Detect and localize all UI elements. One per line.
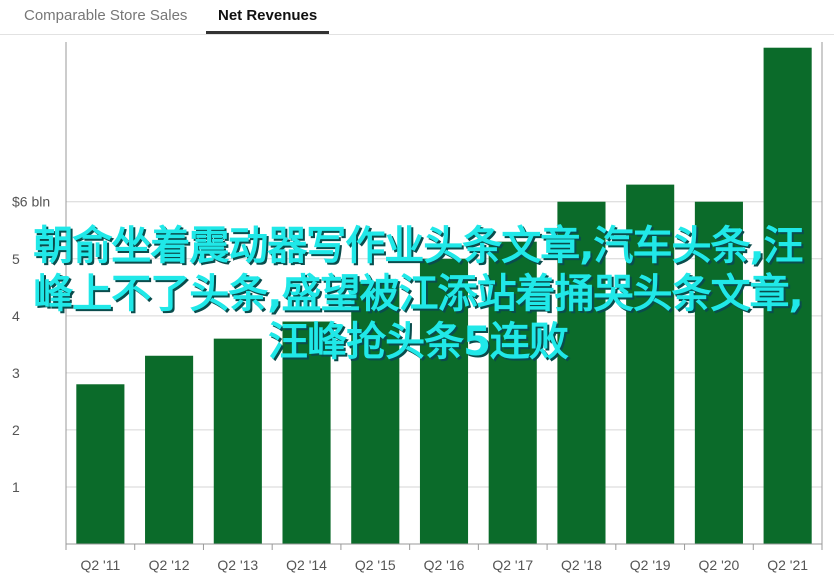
bar	[626, 184, 675, 544]
bar	[488, 241, 537, 544]
tab-net-revenues[interactable]: Net Revenues	[206, 0, 330, 34]
bar	[76, 384, 125, 544]
x-tick-label: Q2 '21	[767, 557, 808, 573]
tab-comparable-store-sales[interactable]: Comparable Store Sales	[24, 7, 188, 24]
bar	[145, 355, 194, 544]
x-tick-label: Q2 '14	[286, 557, 327, 573]
y-tick-label: 5	[12, 251, 20, 267]
chart-tabs: Comparable Store Sales Net Revenues	[0, 0, 834, 35]
bar	[694, 201, 743, 544]
bar	[557, 201, 606, 544]
bar	[351, 281, 400, 544]
bar	[763, 47, 812, 545]
x-tick-label: Q2 '15	[355, 557, 396, 573]
x-tick-label: Q2 '18	[561, 557, 602, 573]
y-tick-label: 3	[12, 365, 20, 381]
chart-area: 1 2 3 4 5 $6 bln Q2 '11 Q2 '12 Q2 '13 Q2 '14 Q2 '1…	[0, 34, 834, 581]
y-tick-label: 1	[12, 479, 20, 495]
bar	[419, 258, 469, 544]
x-tick-label: Q2 '11	[80, 557, 120, 573]
x-tick-label: Q2 '12	[149, 557, 190, 573]
y-tick-label: 2	[12, 422, 20, 438]
bar-chart: 1 2 3 4 5 $6 bln Q2 '11 Q2 '12 Q2 '13 Q2 '14 Q2 '1…	[12, 42, 823, 573]
x-tick-label: Q2 '13	[217, 557, 258, 573]
y-tick-label: $6 bln	[12, 194, 50, 210]
bar	[213, 338, 262, 544]
bar	[282, 321, 331, 544]
x-tick-label: Q2 '17	[492, 557, 533, 573]
x-tick-label: Q2 '19	[630, 557, 671, 573]
y-tick-label: 4	[12, 308, 20, 324]
x-tick-label: Q2 '20	[699, 557, 740, 573]
x-tick-label: Q2 '16	[424, 557, 465, 573]
